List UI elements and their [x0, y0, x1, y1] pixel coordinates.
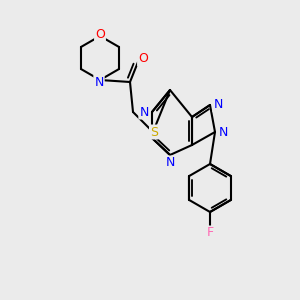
Text: N: N [139, 106, 149, 118]
Text: N: N [213, 98, 223, 112]
Text: O: O [138, 52, 148, 65]
Text: S: S [150, 125, 158, 139]
Text: N: N [94, 76, 104, 88]
Text: N: N [165, 157, 175, 169]
Text: O: O [95, 28, 105, 40]
Text: N: N [218, 125, 228, 139]
Text: F: F [206, 226, 214, 239]
